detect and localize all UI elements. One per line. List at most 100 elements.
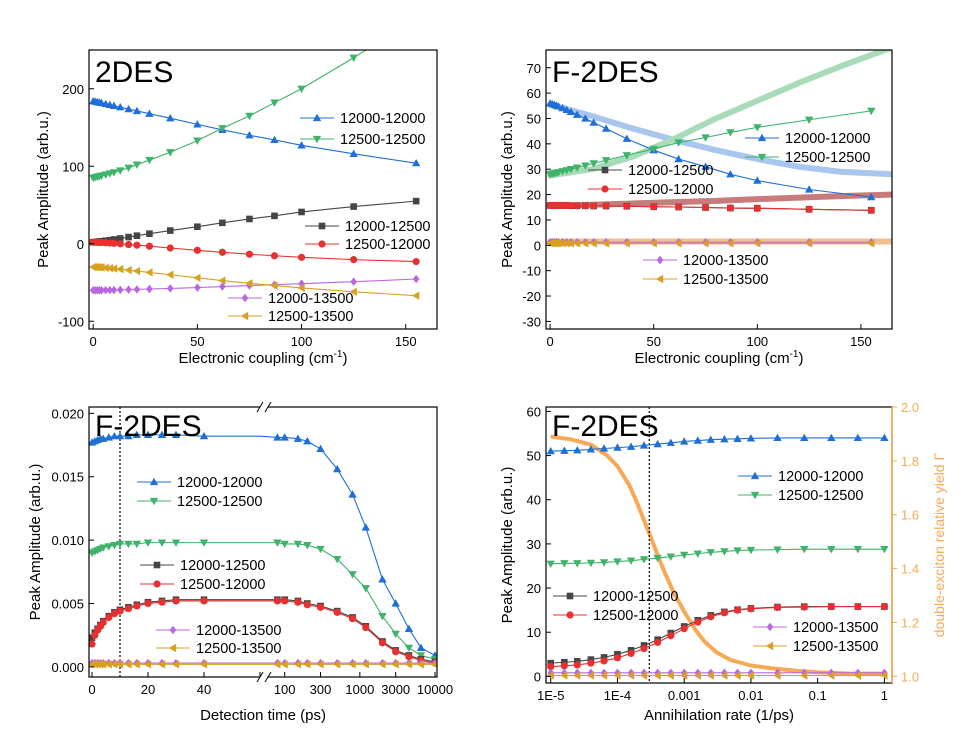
data-point [132, 540, 141, 549]
legend-marker [153, 561, 161, 569]
data-point [572, 110, 582, 118]
data-point [116, 264, 124, 274]
data-point [854, 668, 862, 678]
data-point [773, 546, 782, 554]
legend-label: 12500-12000 [345, 237, 430, 253]
data-point [333, 555, 342, 564]
data-point [667, 632, 675, 640]
data-point [99, 618, 107, 627]
legend-marker [318, 240, 326, 248]
data-point [601, 124, 611, 132]
data-point [297, 283, 305, 293]
data-point [412, 274, 420, 284]
data-point [110, 285, 118, 295]
data-point [880, 546, 889, 554]
data-point [132, 161, 142, 169]
data-point [199, 539, 209, 547]
data-point [89, 640, 96, 648]
data-point [316, 444, 325, 452]
x-tick-label: 1E-4 [604, 688, 631, 703]
data-point [560, 662, 568, 670]
y-tick-label: -20 [522, 289, 541, 304]
data-point [721, 668, 728, 678]
data-point [623, 202, 631, 210]
data-point [124, 660, 132, 669]
data-point [333, 608, 341, 616]
y-tick-label: 60 [527, 86, 541, 101]
y2-axis-label: double-exciton relative yield Γ [931, 453, 947, 638]
data-point [348, 490, 357, 498]
data-point [746, 671, 755, 680]
data-point [726, 204, 734, 212]
data-point [297, 85, 306, 93]
legend-marker [757, 133, 767, 142]
y-tick-label: 0.010 [51, 533, 84, 548]
data-point [573, 202, 581, 210]
data-point [753, 176, 762, 184]
data-point [587, 668, 595, 678]
legend-label: 12500-13500 [793, 639, 878, 655]
data-point [626, 442, 636, 450]
data-point [124, 164, 133, 172]
series-line-12000-12000 [259, 435, 436, 656]
data-point [297, 253, 306, 261]
data-point [316, 660, 324, 669]
data-point [273, 597, 281, 605]
x-axis-label: Annihilation rate (1/ps) [644, 707, 794, 724]
data-point [800, 668, 808, 678]
data-point [193, 283, 201, 292]
x-tick-label: 1E-5 [537, 688, 564, 703]
data-point [98, 286, 105, 295]
data-point [361, 585, 370, 593]
data-point [132, 660, 140, 669]
data-point [626, 557, 636, 565]
data-point [587, 659, 595, 667]
plot-area [546, 50, 892, 248]
legend-marker [149, 497, 159, 506]
legend-marker [766, 622, 774, 632]
data-point [294, 598, 302, 606]
legend-marker [655, 274, 664, 284]
legend-label: 12000-12000 [340, 111, 425, 127]
data-point [753, 239, 761, 248]
data-point [157, 539, 167, 547]
data-point [747, 605, 755, 613]
data-point [653, 554, 662, 563]
legend-label: 12500-12000 [593, 608, 678, 624]
data-point [701, 203, 710, 212]
data-point [333, 464, 342, 473]
data-point [626, 671, 635, 680]
legend-marker [168, 643, 177, 653]
data-point [104, 543, 113, 551]
series-line-12500-12000 [550, 204, 872, 211]
legend-marker [312, 135, 322, 144]
y-tick-label: 70 [527, 61, 541, 76]
x-tick-label: 10000 [417, 682, 453, 697]
data-point [853, 546, 863, 554]
legend-label: 12000-13500 [683, 253, 768, 269]
data-point [133, 602, 141, 610]
data-point [378, 660, 386, 669]
data-point [110, 236, 118, 243]
data-point [694, 668, 702, 678]
data-point [601, 157, 611, 165]
data-point [599, 671, 608, 680]
data-point [746, 546, 756, 555]
y2-tick-label: 1.0 [901, 669, 919, 684]
data-point [726, 129, 735, 137]
data-point [560, 671, 568, 680]
data-point [734, 668, 741, 678]
data-point [133, 241, 141, 249]
x-axis-label: Electronic coupling (cm-1) [635, 349, 804, 367]
data-point [109, 264, 118, 273]
data-point [316, 603, 325, 611]
legend-marker [656, 255, 664, 265]
data-point [546, 671, 554, 680]
data-point [270, 135, 279, 144]
data-point [827, 603, 835, 611]
y2-tick-label: 1.8 [901, 454, 919, 469]
legend-label: 12000-12500 [628, 163, 713, 179]
data-point [707, 668, 715, 678]
data-point [157, 430, 167, 439]
